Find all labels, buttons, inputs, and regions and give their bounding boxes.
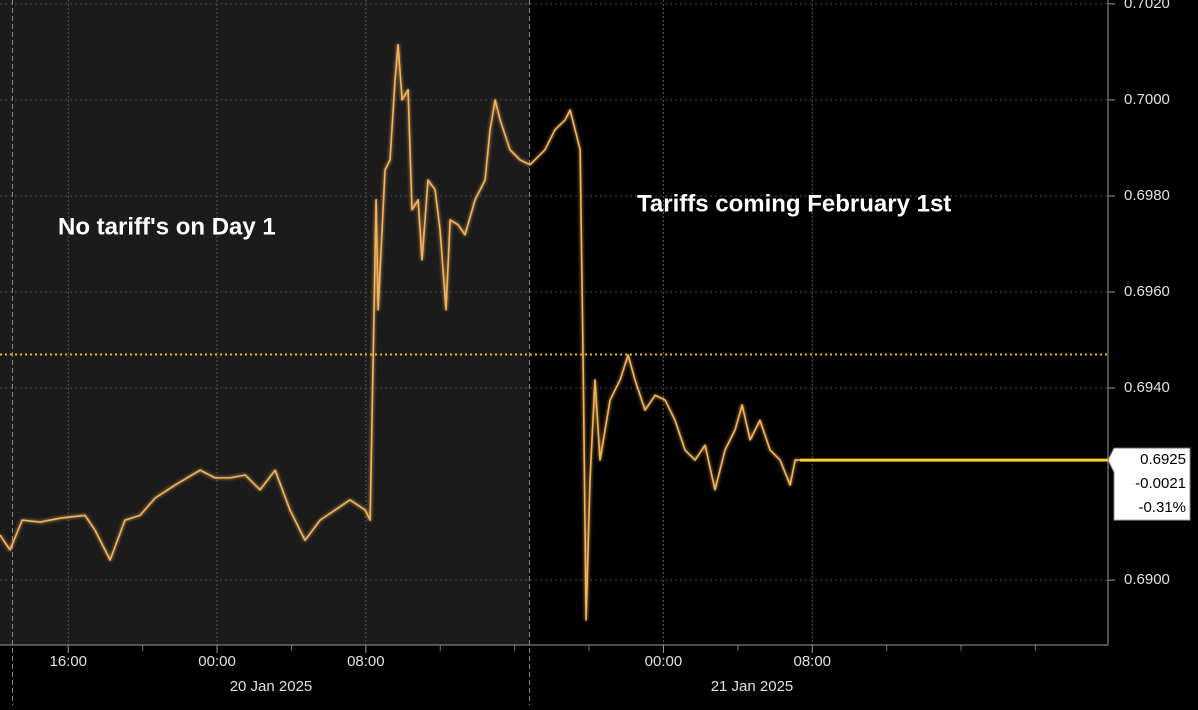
y-tick-label: 0.7020 xyxy=(1124,0,1170,12)
y-tick-label: 0.6900 xyxy=(1124,571,1170,588)
last-value: 0.6925 xyxy=(1140,451,1186,468)
y-tick-label: 0.6940 xyxy=(1124,379,1170,396)
x-tick-label: 08:00 xyxy=(347,653,385,670)
y-tick-label: 0.6960 xyxy=(1124,283,1170,300)
annotation: No tariff's on Day 1 xyxy=(58,213,276,240)
session-shade xyxy=(0,0,530,645)
last-change-pct: -0.31% xyxy=(1138,499,1186,516)
y-tick-label: 0.6980 xyxy=(1124,187,1170,204)
annotation: Tariffs coming February 1st xyxy=(637,190,951,217)
x-tick-label: 16:00 xyxy=(49,653,87,670)
plot-background xyxy=(0,0,530,645)
date-label: 20 Jan 2025 xyxy=(230,678,313,695)
x-tick-label: 08:00 xyxy=(793,653,831,670)
last-change: -0.0021 xyxy=(1135,475,1186,492)
y-tick-label: 0.7000 xyxy=(1124,91,1170,108)
last-value-box xyxy=(1107,447,1191,521)
x-tick-label: 00:00 xyxy=(198,653,236,670)
date-label: 21 Jan 2025 xyxy=(711,678,794,695)
x-tick-label: 00:00 xyxy=(645,653,683,670)
series-line xyxy=(0,43,800,621)
